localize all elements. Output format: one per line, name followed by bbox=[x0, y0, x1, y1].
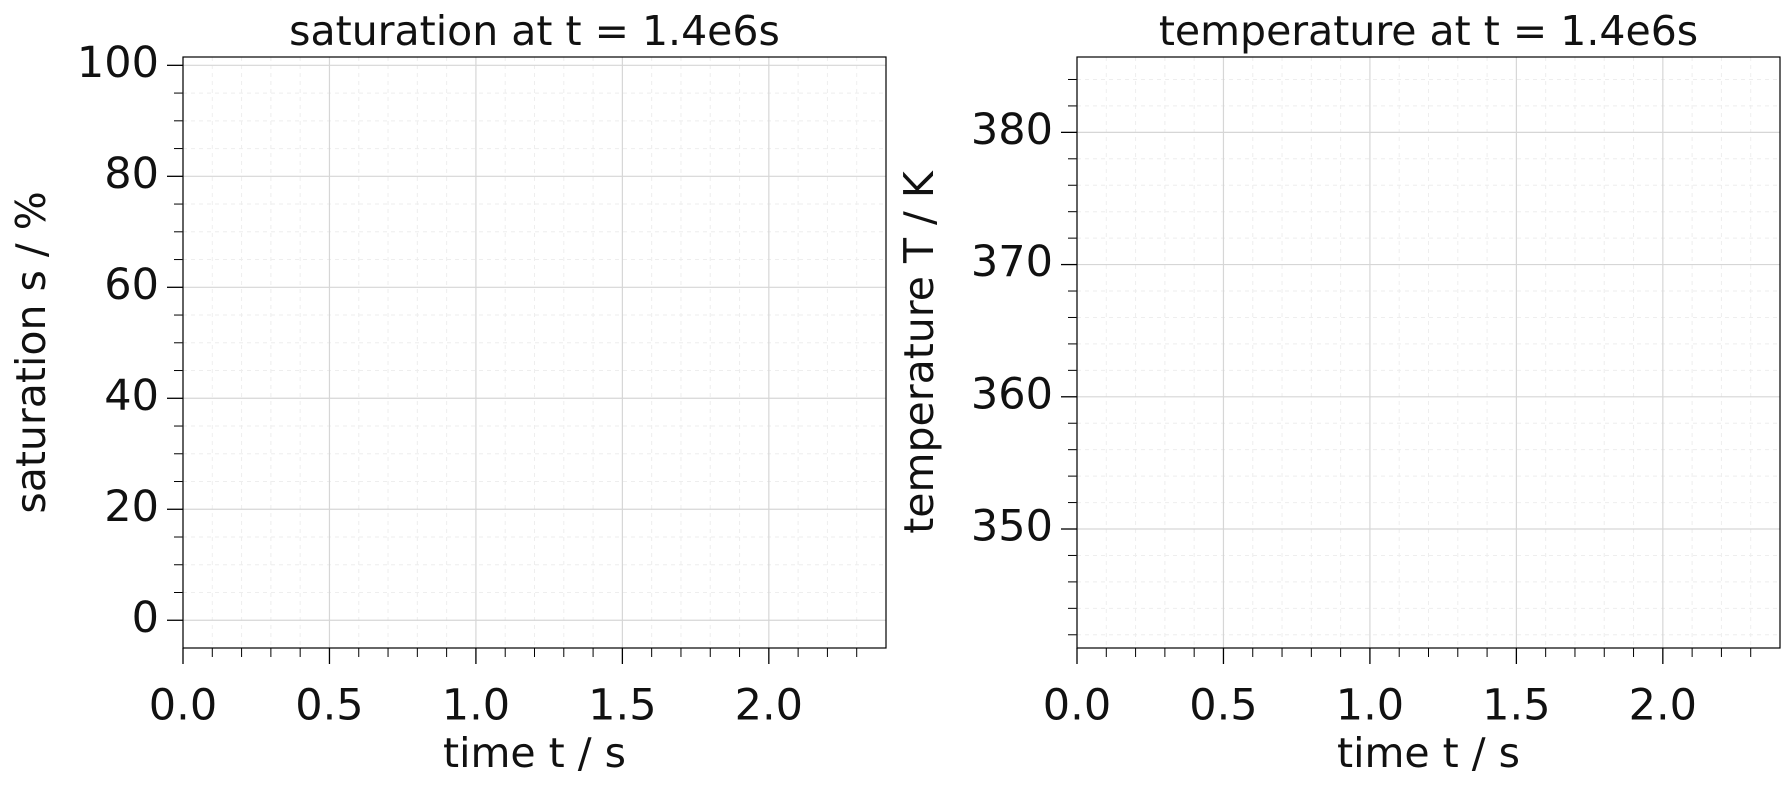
x-tick-label: 1.0 bbox=[1336, 681, 1404, 731]
y-axis-label: saturation s / % bbox=[7, 191, 55, 513]
y-tick-label: 60 bbox=[104, 260, 159, 310]
y-tick-label: 0 bbox=[132, 593, 159, 643]
plot-frame bbox=[1076, 56, 1781, 649]
x-tick-label: 0.5 bbox=[295, 681, 363, 731]
x-tick-label: 1.0 bbox=[442, 681, 510, 731]
y-axis-label: temperature T / K bbox=[895, 170, 943, 534]
x-tick-label: 0.5 bbox=[1189, 681, 1257, 731]
x-axis-label: time t / s bbox=[1337, 729, 1520, 777]
x-tick-label: 1.5 bbox=[588, 681, 656, 731]
y-tick-label: 350 bbox=[971, 502, 1053, 552]
y-tick-label: 80 bbox=[104, 149, 159, 199]
y-tick-label: 370 bbox=[971, 237, 1053, 287]
y-tick-label: 360 bbox=[971, 369, 1053, 419]
y-tick-label: 20 bbox=[104, 482, 159, 532]
plot-frame bbox=[182, 56, 887, 649]
y-tick-label: 100 bbox=[77, 38, 159, 88]
x-tick-label: 0.0 bbox=[149, 681, 217, 731]
chart-title: saturation at t = 1.4e6s bbox=[289, 7, 780, 55]
x-tick-label: 2.0 bbox=[735, 681, 803, 731]
x-tick-label: 1.5 bbox=[1482, 681, 1550, 731]
x-tick-label: 0.0 bbox=[1043, 681, 1111, 731]
chart-title: temperature at t = 1.4e6s bbox=[1159, 7, 1698, 55]
y-tick-label: 380 bbox=[971, 105, 1053, 155]
x-axis-label: time t / s bbox=[443, 729, 626, 777]
x-tick-label: 2.0 bbox=[1629, 681, 1697, 731]
y-tick-label: 40 bbox=[104, 371, 159, 421]
